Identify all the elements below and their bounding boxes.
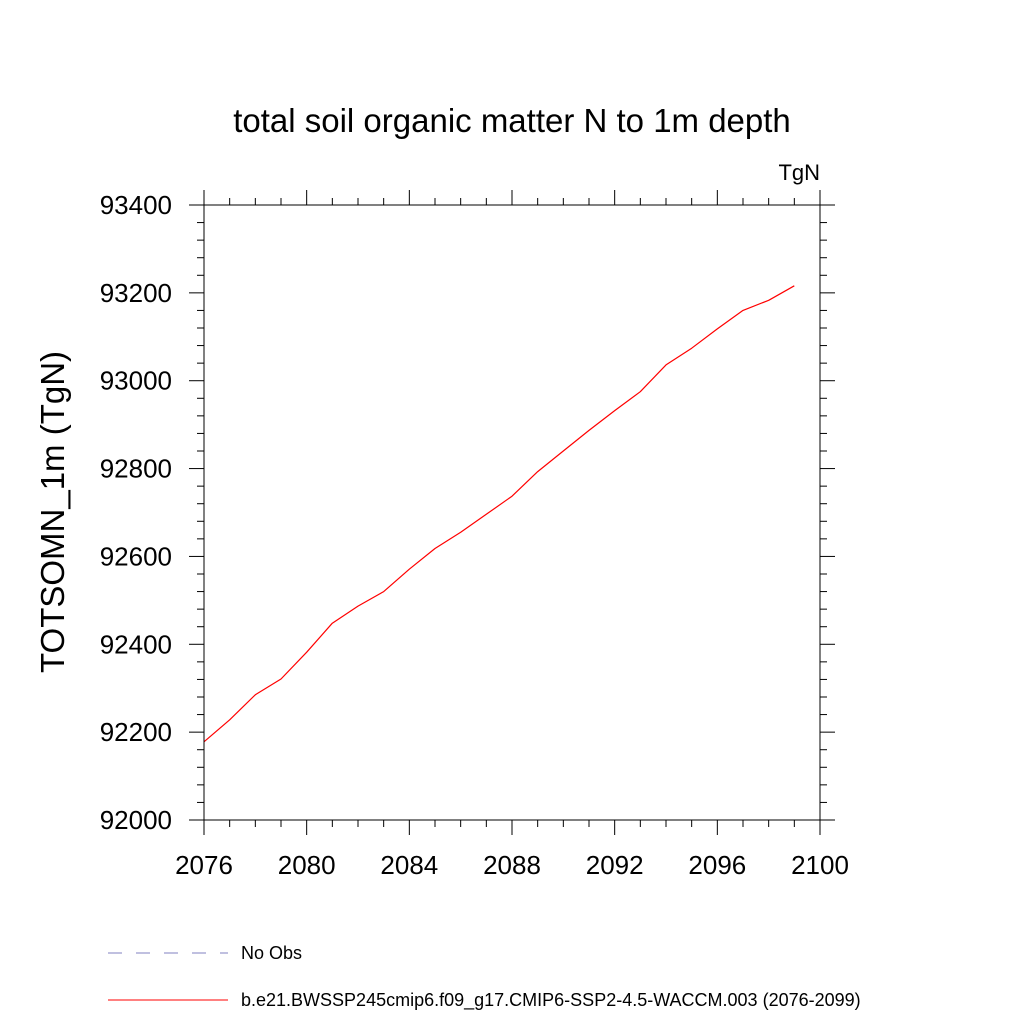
series-layer: [203, 285, 795, 743]
x-tick-label: 2080: [278, 850, 336, 880]
y-tick-label: 93400: [100, 190, 172, 220]
units-label: TgN: [778, 160, 820, 185]
y-tick-label: 92400: [100, 629, 172, 659]
x-tick-label: 2092: [586, 850, 644, 880]
x-tick-label: 2076: [175, 850, 233, 880]
x-tick-label: 2100: [791, 850, 849, 880]
y-tick-label: 92600: [100, 541, 172, 571]
x-tick-label: 2088: [483, 850, 541, 880]
legend-label-model-run: b.e21.BWSSP245cmip6.f09_g17.CMIP6-SSP2-4…: [241, 990, 861, 1011]
major-ticks: [189, 190, 835, 835]
y-tick-label: 92200: [100, 717, 172, 747]
y-tick-label: 92000: [100, 805, 172, 835]
y-tick-label: 93000: [100, 366, 172, 396]
series-line-0: [203, 285, 795, 743]
y-tick-label: 93200: [100, 278, 172, 308]
y-axis-label: TOTSOMN_1m (TgN): [34, 351, 71, 673]
chart-title: total soil organic matter N to 1m depth: [233, 102, 791, 139]
plot-frame: [203, 204, 821, 821]
minor-ticks: [197, 198, 827, 827]
tick-labels: 2076 2080 2084 2088 2092 2096 2100 92000 92200 92…: [100, 190, 849, 880]
x-tick-label: 2096: [688, 850, 746, 880]
y-tick-label: 92800: [100, 454, 172, 484]
x-tick-label: 2084: [380, 850, 438, 880]
legend: No Obs b.e21.BWSSP245cmip6.f09_g17.CMIP6…: [108, 943, 861, 1011]
legend-label-no-obs: No Obs: [241, 943, 302, 963]
